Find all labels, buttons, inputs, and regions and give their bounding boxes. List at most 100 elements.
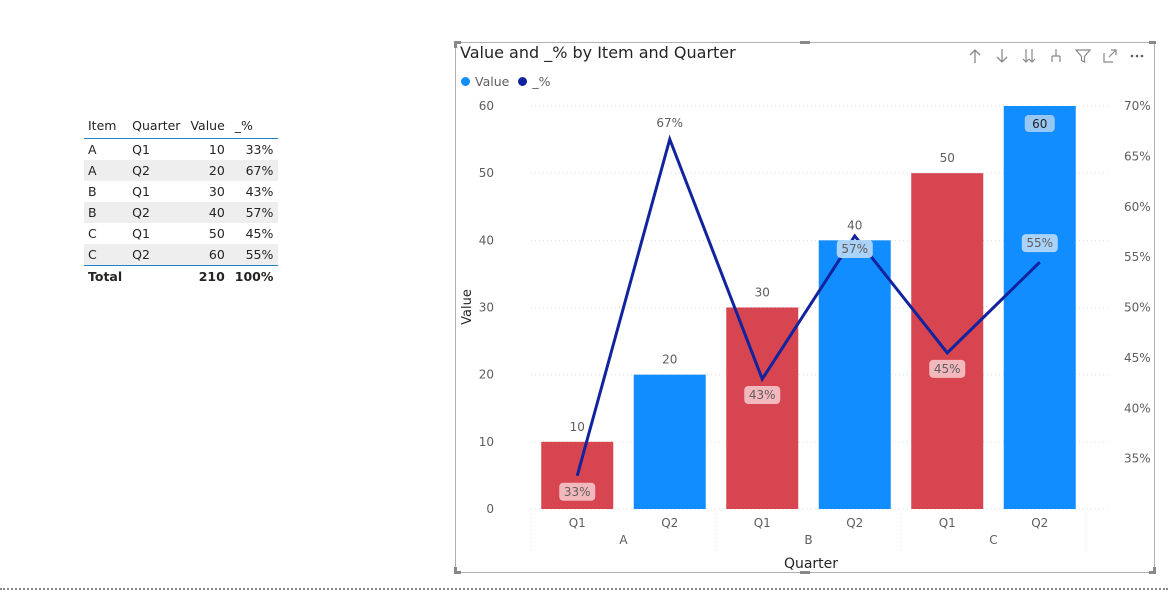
- column-header-value[interactable]: Value: [185, 112, 230, 139]
- table-header-row: Item Quarter Value _%: [84, 112, 279, 139]
- bar-data-label: 20: [662, 353, 677, 367]
- total-pct: 100%: [229, 265, 279, 286]
- sort-ascending-icon[interactable]: [964, 45, 986, 67]
- y2-tick-label: 55%: [1124, 250, 1151, 264]
- data-table: Item Quarter Value _% A Q1 10 33% A Q2 2…: [84, 112, 279, 286]
- resize-handle[interactable]: [454, 41, 457, 48]
- filter-icon[interactable]: [1072, 45, 1094, 67]
- chart-visual[interactable]: 0 10 20 30 40 50 60 35% 40% 45% 50% 55% 60% 65% 70% 10 2…: [454, 41, 1156, 574]
- y-tick-label: 60: [479, 99, 494, 113]
- table-row: C Q2 60 55%: [84, 244, 279, 266]
- table-row: A Q1 10 33%: [84, 139, 278, 161]
- total-empty: [127, 265, 186, 286]
- cell-pct: 45%: [245, 226, 274, 241]
- resize-handle[interactable]: [1153, 567, 1156, 574]
- line-data-label: 33%: [564, 485, 591, 499]
- data-label-background: [929, 359, 966, 378]
- bar: [818, 240, 891, 510]
- cell-item: B: [84, 202, 128, 223]
- bar-data-label: 10: [570, 420, 585, 434]
- data-label-background: [1024, 115, 1055, 132]
- legend-dot-pct: [518, 77, 528, 86]
- drill-down-icon[interactable]: [1045, 45, 1067, 67]
- resize-handle[interactable]: [800, 41, 810, 44]
- page-divider: [0, 588, 1168, 590]
- table-total-row: Total 210 100%: [84, 265, 279, 286]
- cell-quarter: Q1: [132, 184, 150, 199]
- line-data-label: 55%: [1026, 236, 1053, 250]
- data-label-background: [1021, 234, 1058, 253]
- cell-value: 30: [208, 184, 225, 199]
- column-header-item[interactable]: Item: [84, 112, 128, 139]
- legend-label-value[interactable]: Value: [475, 74, 510, 89]
- data-label-background: [836, 239, 873, 258]
- cell-quarter: Q2: [127, 244, 186, 266]
- x-tick-label: Q2: [661, 516, 678, 530]
- cell-quarter: Q2: [127, 202, 186, 223]
- legend-label-pct[interactable]: _%: [532, 74, 551, 89]
- cell-value: 20: [185, 160, 230, 181]
- data-label-background: [744, 386, 781, 405]
- cell-value: 50: [208, 226, 225, 241]
- cell-pct: 55%: [229, 244, 279, 266]
- cell-item: C: [84, 244, 128, 266]
- focus-mode-icon[interactable]: [1099, 45, 1121, 67]
- table-visual[interactable]: Item Quarter Value _% A Q1 10 33% A Q2 2…: [84, 112, 284, 286]
- y-tick-label: 40: [479, 233, 494, 247]
- resize-handle[interactable]: [800, 571, 810, 574]
- x-axis-title: Quarter: [784, 556, 838, 572]
- total-label: Total: [84, 265, 128, 286]
- line-data-label: 67%: [656, 116, 683, 130]
- y-tick-label: 0: [486, 502, 494, 516]
- table-row: C Q1 50 45%: [84, 223, 278, 244]
- x-tick-label: Q1: [569, 516, 586, 530]
- line-data-label: 57%: [841, 242, 868, 256]
- more-options-icon[interactable]: [1126, 45, 1148, 67]
- column-header-quarter[interactable]: Quarter: [127, 112, 186, 139]
- resize-handle[interactable]: [1149, 41, 1156, 44]
- resize-handle[interactable]: [454, 41, 461, 44]
- resize-handle[interactable]: [1149, 571, 1156, 574]
- line-data-label: 43%: [749, 388, 776, 402]
- x-tick-label: Q2: [1031, 516, 1048, 530]
- total-value: 210: [185, 265, 230, 286]
- y-tick-label: 20: [479, 368, 494, 382]
- y2-tick-label: 60%: [1124, 200, 1151, 214]
- resize-handle[interactable]: [454, 567, 457, 574]
- line-series-pct: [575, 134, 1041, 477]
- cell-item: C: [88, 226, 97, 241]
- cell-item: A: [84, 160, 128, 181]
- bar: [633, 374, 706, 509]
- table-row: A Q2 20 67%: [84, 160, 279, 181]
- cell-quarter: Q2: [127, 160, 186, 181]
- resize-handle[interactable]: [454, 571, 461, 574]
- x-tick-label: Q1: [754, 516, 771, 530]
- y2-tick-label: 35%: [1124, 452, 1151, 466]
- y2-tick-label: 50%: [1124, 301, 1151, 315]
- cell-item: B: [88, 184, 97, 199]
- expand-all-down-icon[interactable]: [1018, 45, 1040, 67]
- x-group-label: C: [989, 533, 997, 547]
- cell-value: 40: [185, 202, 230, 223]
- sort-descending-icon[interactable]: [991, 45, 1013, 67]
- y2-tick-label: 65%: [1124, 149, 1151, 163]
- cell-value: 60: [185, 244, 230, 266]
- y-tick-label: 50: [479, 166, 494, 180]
- cell-quarter: Q1: [132, 226, 150, 241]
- x-tick-label: Q1: [939, 516, 956, 530]
- y2-tick-label: 70%: [1124, 99, 1151, 113]
- visual-header: [964, 45, 1148, 67]
- bar-data-label: 30: [755, 286, 770, 300]
- x-group-label: A: [619, 533, 628, 547]
- legend-dot-value: [461, 77, 470, 86]
- bar-data-label: 50: [940, 151, 955, 165]
- chart-title: Value and _% by Item and Quarter: [460, 43, 736, 62]
- x-tick-label: Q2: [846, 516, 863, 530]
- column-header-pct[interactable]: _%: [229, 112, 279, 139]
- bar: [1003, 106, 1076, 509]
- y2-tick-label: 45%: [1124, 351, 1151, 365]
- combo-chart: 0 10 20 30 40 50 60 35% 40% 45% 50% 55% 60% 65% 70% 10 2…: [460, 99, 1151, 572]
- bar: [911, 173, 984, 509]
- cell-item: A: [88, 142, 97, 157]
- cell-pct: 33%: [245, 142, 274, 157]
